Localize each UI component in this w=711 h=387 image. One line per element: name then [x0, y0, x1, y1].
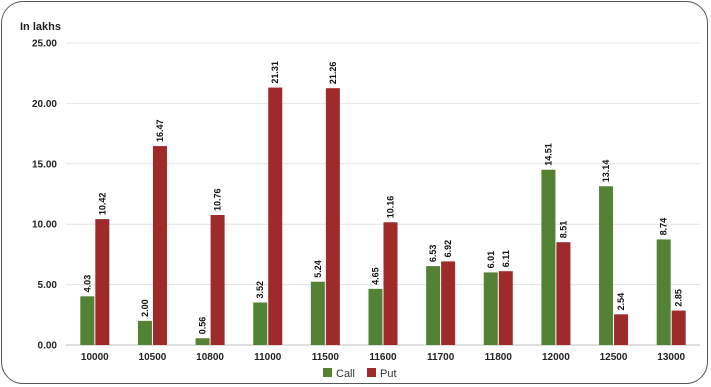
x-tick-label: 11600 — [369, 352, 397, 363]
bar-put-12500 — [614, 314, 629, 345]
bar-put-13000 — [671, 310, 686, 345]
x-tick-label: 11500 — [312, 352, 340, 363]
bar-put-11700 — [441, 261, 456, 345]
data-label-put-10500: 16.47 — [155, 120, 165, 143]
data-labels: 4.03 10.42 2.00 16.47 0.56 10.76 3.52 21.31 5.24… — [82, 61, 683, 334]
x-tick-label: 11000 — [254, 352, 282, 363]
data-label-put-11500: 21.26 — [328, 62, 338, 85]
bar-put-12000 — [556, 242, 571, 345]
bar-put-10800 — [210, 215, 225, 345]
bar-call-11800 — [483, 272, 498, 345]
data-label-put-10000: 10.42 — [97, 193, 107, 216]
x-tick-label: 12000 — [542, 352, 570, 363]
bar-call-11000 — [253, 302, 268, 345]
unit-label: In lakhs — [20, 21, 61, 33]
bar-call-10800 — [195, 338, 210, 345]
data-label-call-12000: 14.51 — [543, 143, 553, 166]
bar-put-10500 — [152, 146, 167, 345]
bar-call-11600 — [368, 288, 383, 345]
bar-call-12000 — [541, 169, 556, 345]
x-tick-label: 11700 — [427, 352, 455, 363]
bar-put-11000 — [268, 87, 283, 346]
bar-call-10000 — [80, 296, 95, 345]
x-tick-label: 10000 — [81, 352, 109, 363]
data-label-call-10000: 4.03 — [82, 275, 92, 293]
bar-call-13000 — [656, 239, 671, 345]
y-tick-label: 5.00 — [38, 280, 58, 291]
legend-label-call: Call — [336, 368, 355, 380]
data-label-call-12500: 13.14 — [601, 160, 611, 183]
bar-call-12500 — [599, 186, 614, 345]
y-tick-label: 15.00 — [32, 159, 57, 170]
legend-swatch-put — [367, 368, 376, 377]
data-label-put-11700: 6.92 — [443, 240, 453, 258]
gridlines — [66, 42, 700, 346]
data-label-put-13000: 2.85 — [674, 289, 684, 307]
legend-swatch-call — [323, 368, 332, 377]
data-label-call-11600: 4.65 — [371, 267, 381, 285]
x-tick-label: 10800 — [196, 352, 224, 363]
x-tick-label: 10500 — [139, 352, 167, 363]
data-label-put-12000: 8.51 — [558, 221, 568, 239]
data-label-put-11800: 6.11 — [501, 250, 511, 267]
bar-call-11700 — [426, 266, 441, 345]
x-tick-label: 13000 — [657, 352, 685, 363]
bar-put-10000 — [95, 219, 110, 345]
bars — [80, 87, 686, 346]
bar-put-11800 — [498, 271, 513, 345]
data-label-call-10500: 2.00 — [140, 299, 150, 317]
x-tick-label: 11800 — [485, 352, 513, 363]
data-label-put-11000: 21.31 — [270, 61, 280, 84]
data-label-call-11500: 5.24 — [313, 260, 323, 278]
bar-call-10500 — [137, 320, 152, 345]
x-axis: 10000 10500 10800 11000 11500 11600 11700 11800… — [81, 352, 686, 363]
legend-label-put: Put — [380, 368, 397, 380]
y-tick-label: 10.00 — [32, 220, 57, 231]
x-tick-label: 12500 — [600, 352, 628, 363]
legend: Call Put — [323, 368, 397, 380]
bar-put-11500 — [325, 88, 340, 345]
data-label-call-11000: 3.52 — [255, 281, 265, 299]
y-tick-label: 0.00 — [38, 341, 58, 352]
data-label-call-11800: 6.01 — [486, 251, 496, 269]
y-tick-label: 20.00 — [32, 99, 57, 110]
bar-put-11600 — [383, 222, 398, 345]
y-axis: 0.00 5.00 10.00 15.00 20.00 25.00 — [32, 39, 57, 352]
data-label-put-10800: 10.76 — [213, 188, 223, 211]
bar-call-11500 — [310, 281, 325, 345]
data-label-call-11700: 6.53 — [428, 245, 438, 263]
data-label-call-10800: 0.56 — [198, 317, 208, 335]
data-label-put-11600: 10.16 — [386, 196, 396, 219]
data-label-put-12500: 2.54 — [616, 293, 626, 311]
data-label-call-13000: 8.74 — [659, 218, 669, 236]
y-tick-label: 25.00 — [32, 39, 57, 50]
